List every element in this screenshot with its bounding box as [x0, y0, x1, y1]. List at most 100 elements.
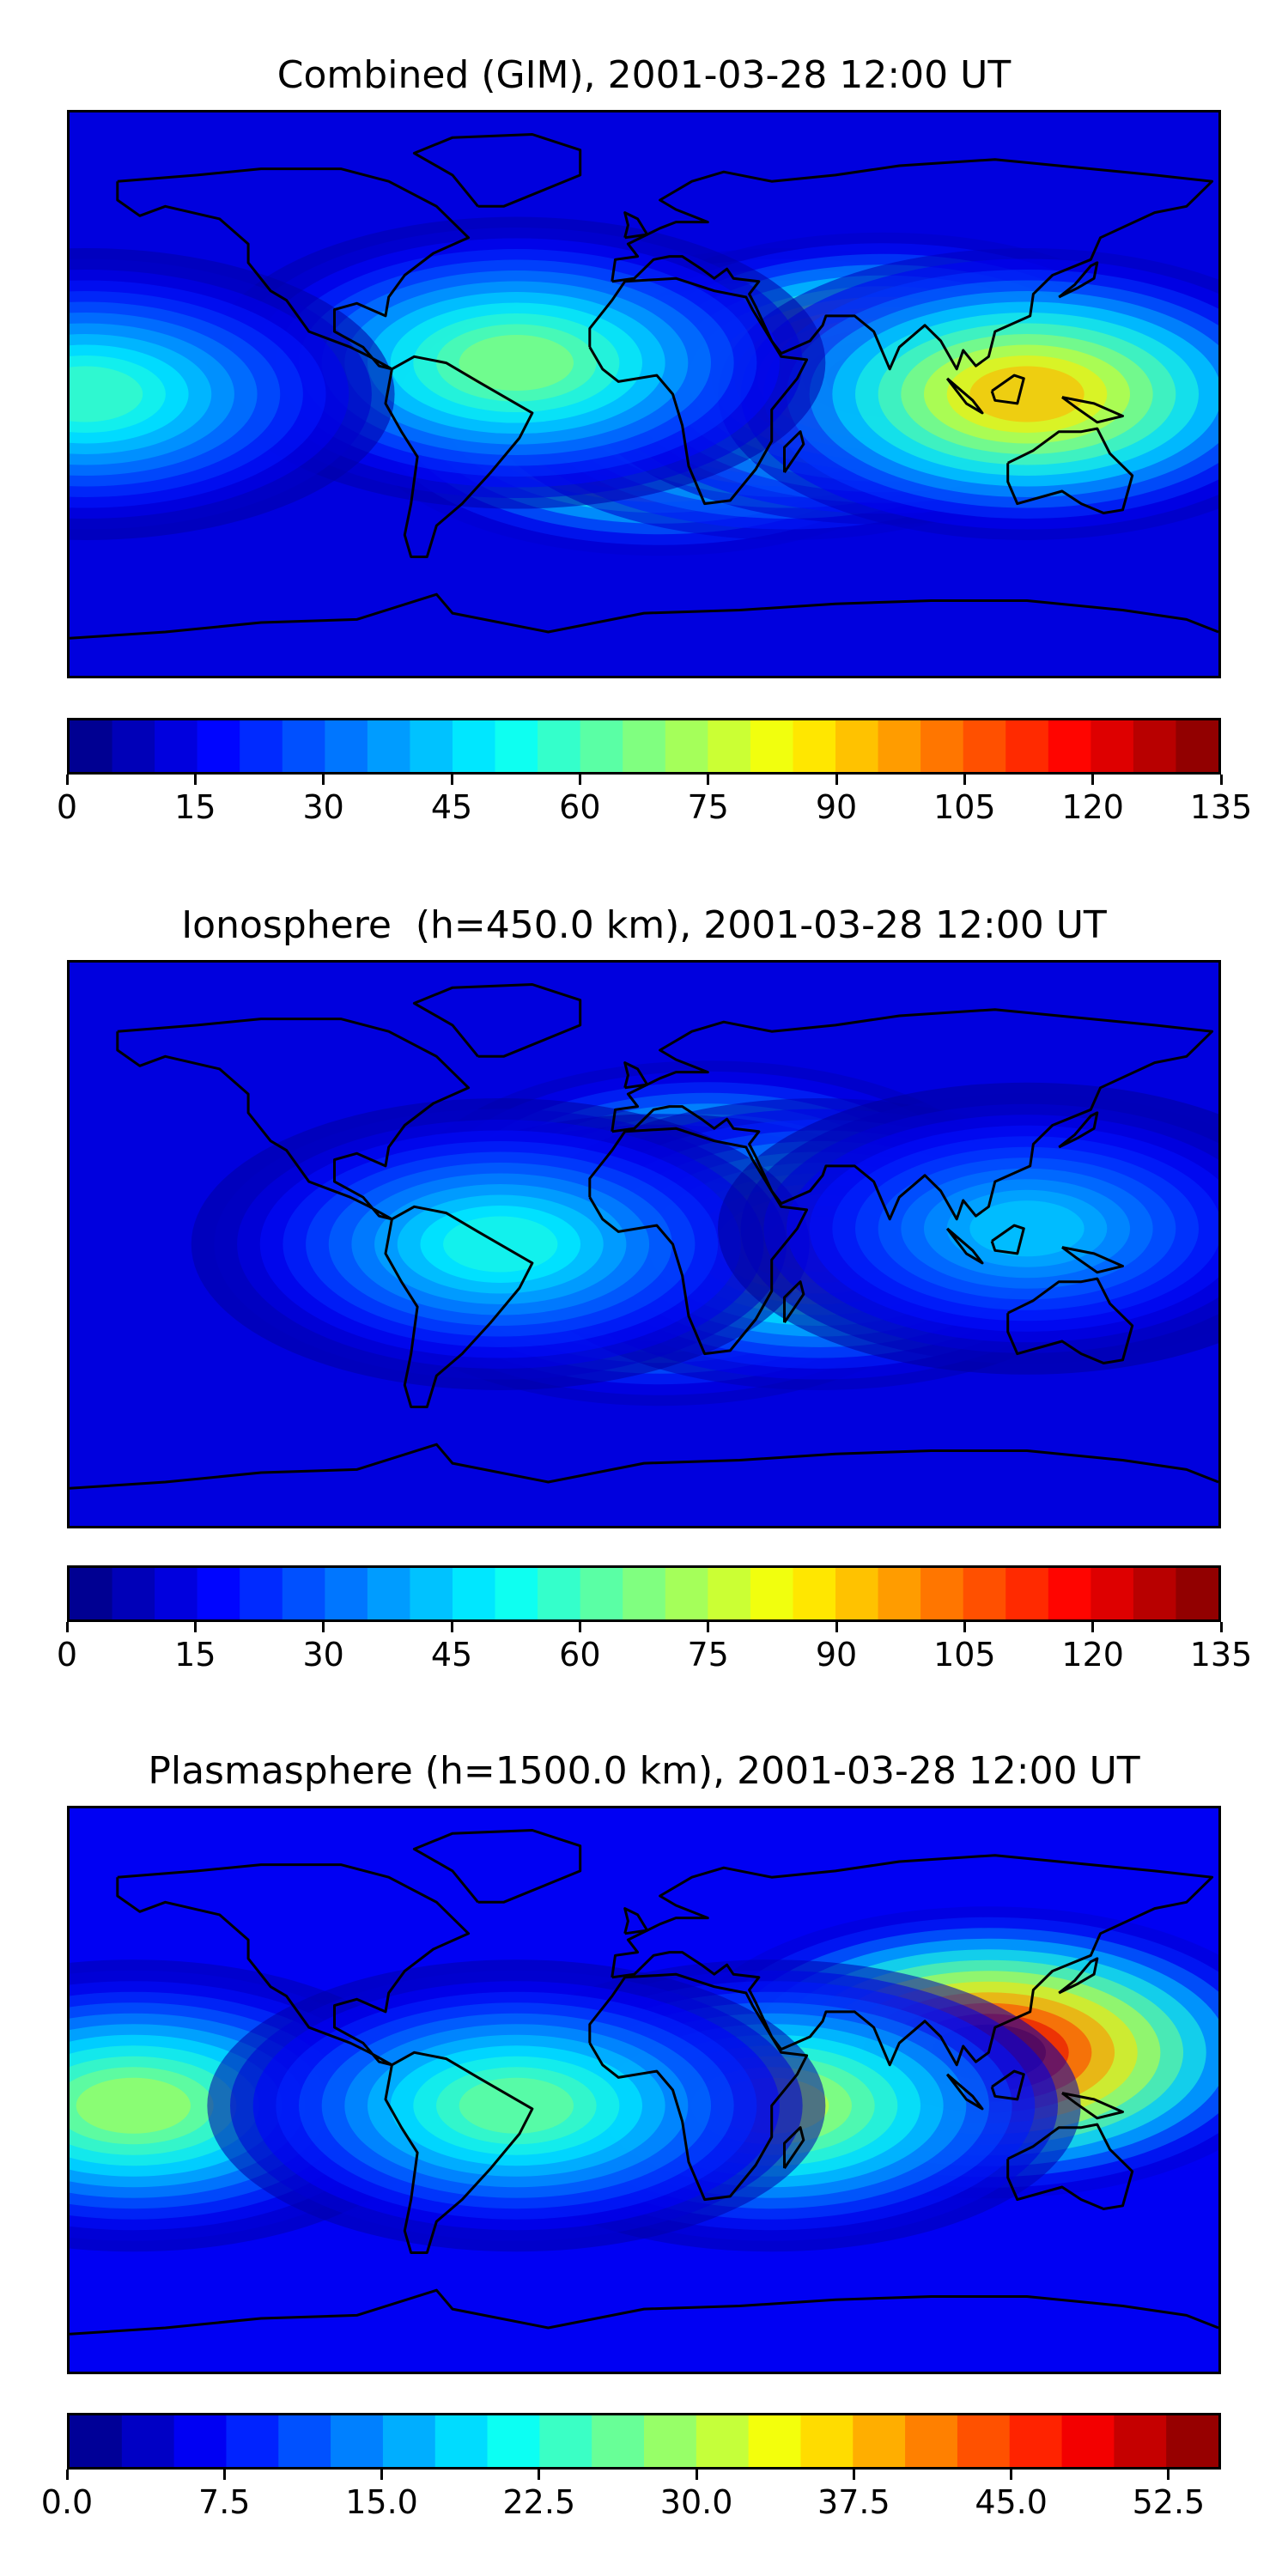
colorbar-tick-mark	[380, 2470, 384, 2480]
colorbar-band-7	[367, 1568, 411, 1619]
colorbar-tick-mark	[65, 1622, 69, 1632]
colorbar-band-2	[173, 2415, 228, 2467]
coastline-2	[588, 1972, 809, 2202]
colorbar-band-17	[957, 2415, 1011, 2467]
colorbar-tick-label: 45	[430, 1636, 473, 1674]
coastline-8	[1058, 1111, 1099, 1149]
colorbar-band-4	[240, 720, 283, 772]
colorbar-band-16	[750, 1568, 794, 1619]
colorbar-band-3	[197, 1568, 240, 1619]
colorbar-tick-mark	[963, 1622, 966, 1632]
colorbar-band-3	[226, 2415, 279, 2467]
colorbar-band-7	[434, 2415, 489, 2467]
panel-1-title: Combined (GIM), 2001-03-28 12:00 UT	[276, 53, 1012, 97]
colorbar-band-10	[592, 2415, 645, 2467]
coastline-8	[1058, 261, 1099, 299]
colorbar-tick-label: 0	[56, 788, 78, 826]
colorbar-tick-label: 45	[430, 788, 473, 826]
colorbar-tick-mark	[193, 1622, 197, 1632]
field-contour-2-11	[76, 2077, 191, 2134]
coastline-2	[588, 1127, 809, 1356]
colorbar-band-6	[325, 720, 368, 772]
colorbar-band-22	[1005, 1568, 1049, 1619]
colorbar-band-18	[835, 720, 879, 772]
colorbar-tick-mark	[1167, 2470, 1170, 2480]
colorbar-tick-mark	[835, 1622, 838, 1632]
colorbar-tick-label: 37.5	[817, 2483, 890, 2521]
colorbar-band-22	[1005, 720, 1049, 772]
coastline-12	[783, 430, 805, 473]
coastline-11	[1061, 2092, 1124, 2120]
colorbar-tick-mark	[835, 775, 838, 785]
colorbar-band-26	[1176, 1568, 1218, 1619]
coastline-1	[384, 2050, 534, 2254]
colorbar-tick-label: 52.5	[1132, 2483, 1206, 2521]
coastline-1	[384, 355, 534, 558]
panel-1-colorbar	[67, 718, 1221, 775]
colorbar-band-9	[539, 2415, 592, 2467]
panel-1-colorbar-ticks: 0 15 30 45 60 75 90 105 120 135	[57, 775, 1252, 826]
panel-1-colorbar-bands	[70, 720, 1218, 772]
colorbar-band-25	[1133, 720, 1177, 772]
colorbar-band-11	[538, 720, 581, 772]
colorbar-tick-label: 0.0	[40, 2483, 94, 2521]
colorbar-band-1	[112, 720, 155, 772]
colorbar-band-14	[800, 2415, 854, 2467]
colorbar-band-6	[382, 2415, 436, 2467]
colorbar-tick-mark	[1219, 1622, 1223, 1632]
colorbar-band-9	[453, 1568, 496, 1619]
field-contour-4-11	[459, 335, 574, 392]
colorbar-tick-label: 75	[687, 1636, 729, 1674]
panel-3-map	[67, 1806, 1221, 2374]
panel-2-colorbar	[67, 1565, 1221, 1622]
colorbar-tick-label: 90	[815, 788, 858, 826]
colorbar-tick-label: 15	[174, 788, 216, 826]
panel-3-field	[70, 1808, 1218, 2372]
colorbar-tick-label: 90	[815, 1636, 858, 1674]
colorbar-band-13	[623, 720, 666, 772]
coastline-3	[611, 158, 1214, 371]
colorbar-band-2	[155, 720, 198, 772]
colorbar-tick-label: 30	[302, 1636, 344, 1674]
colorbar-band-10	[495, 720, 538, 772]
colorbar-band-5	[282, 1568, 325, 1619]
colorbar-band-16	[750, 720, 794, 772]
coastline-6	[412, 1829, 582, 1904]
colorbar-band-20	[920, 720, 964, 772]
colorbar-band-26	[1176, 720, 1218, 772]
colorbar-tick-mark	[322, 1622, 325, 1632]
colorbar-band-13	[623, 1568, 666, 1619]
colorbar-band-0	[70, 2415, 123, 2467]
colorbar-tick-mark	[450, 775, 453, 785]
panel-1-map	[67, 110, 1221, 678]
colorbar-band-16	[905, 2415, 958, 2467]
panel-2-map	[67, 960, 1221, 1528]
colorbar-band-14	[665, 1568, 708, 1619]
colorbar-tick-mark	[707, 1622, 710, 1632]
colorbar-tick-mark	[963, 775, 966, 785]
colorbar-band-8	[410, 720, 453, 772]
colorbar-band-11	[644, 2415, 697, 2467]
colorbar-band-6	[325, 1568, 368, 1619]
colorbar-tick-mark	[578, 1622, 581, 1632]
coastline-0	[116, 1863, 471, 2067]
colorbar-band-24	[1091, 720, 1134, 772]
colorbar-band-23	[1048, 1568, 1091, 1619]
colorbar-tick-label: 15	[174, 1636, 216, 1674]
colorbar-tick-label: 135	[1189, 1636, 1253, 1674]
colorbar-band-7	[367, 720, 411, 772]
coastline-9	[945, 1227, 984, 1265]
colorbar-tick-label: 105	[933, 788, 996, 826]
coastline-12	[783, 2126, 805, 2169]
coastline-0	[116, 1018, 471, 1221]
coastline-7	[623, 1061, 649, 1090]
colorbar-tick-label: 7.5	[198, 2483, 251, 2521]
colorbar-tick-label: 15.0	[345, 2483, 418, 2521]
colorbar-band-0	[70, 720, 113, 772]
colorbar-band-15	[853, 2415, 906, 2467]
colorbar-band-17	[793, 720, 836, 772]
colorbar-band-21	[963, 720, 1006, 772]
colorbar-tick-label: 22.5	[502, 2483, 576, 2521]
colorbar-band-11	[538, 1568, 581, 1619]
colorbar-band-1	[112, 1568, 155, 1619]
